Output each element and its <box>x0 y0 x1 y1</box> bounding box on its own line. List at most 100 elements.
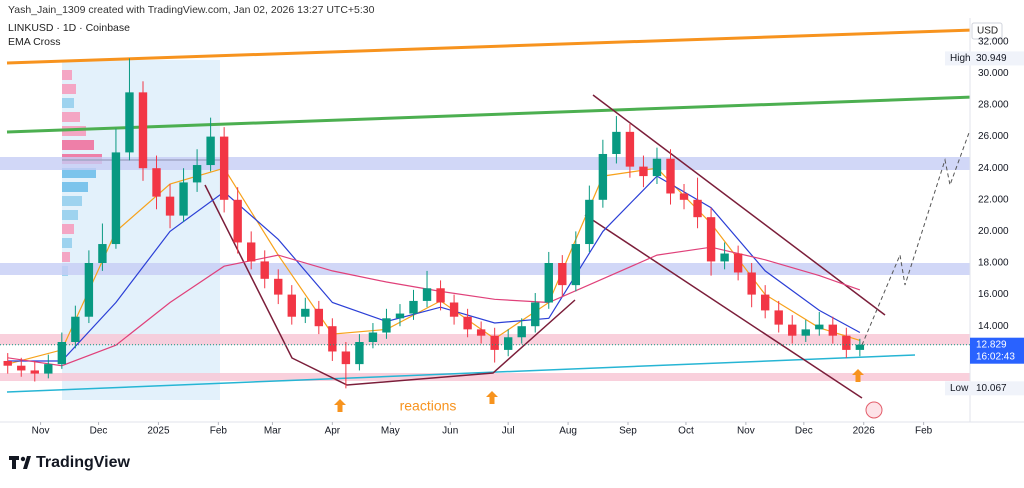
candle-body <box>679 193 689 200</box>
x-tick-label: Feb <box>915 426 933 437</box>
support-zone <box>0 334 970 345</box>
candle-body <box>801 329 810 336</box>
candle-body <box>842 335 851 350</box>
trend-line <box>6 95 970 134</box>
candle-body <box>219 136 229 200</box>
candle-body <box>612 131 621 154</box>
candle-body <box>625 131 635 167</box>
candle-body <box>517 326 526 338</box>
y-tick-label: 22.000 <box>978 194 1009 205</box>
price-marker-value: 30.949 <box>976 53 1007 64</box>
price-marker-value: 10.067 <box>976 383 1007 394</box>
profile-bar <box>62 98 74 108</box>
trend-line <box>6 354 916 393</box>
candle-body <box>558 263 567 286</box>
candle-body <box>179 182 188 216</box>
candle-body <box>274 278 283 295</box>
support-zone <box>0 373 970 381</box>
candle-body <box>44 364 53 374</box>
profile-bar <box>62 140 94 150</box>
candle-body <box>476 329 486 336</box>
x-tick-label: Feb <box>210 426 228 437</box>
candle-body <box>828 324 838 336</box>
author-line: Yash_Jain_1309 created with TradingView.… <box>8 4 375 16</box>
candle-body <box>639 166 648 177</box>
candle-body <box>490 335 499 350</box>
profile-bar <box>62 238 72 248</box>
arrow-icon <box>852 369 864 382</box>
candle-body <box>693 199 702 218</box>
chart-title: LINKUSD · 1D · Coinbase <box>8 22 130 34</box>
series-layer <box>3 58 865 389</box>
candle-body <box>706 217 716 262</box>
y-tick-label: 14.000 <box>978 321 1009 332</box>
candle-body <box>84 263 94 317</box>
event-icon <box>865 401 883 419</box>
profile-bar <box>62 196 82 206</box>
candle-body <box>436 288 445 303</box>
resistance-zone <box>0 263 970 275</box>
candle-body <box>247 242 256 262</box>
x-tick-label: Sep <box>619 426 637 437</box>
candle-body <box>382 318 391 333</box>
candle-body <box>747 272 756 295</box>
x-tick-label: Dec <box>795 426 813 437</box>
candle-body <box>287 294 296 317</box>
candle-body <box>98 244 107 263</box>
y-tick-label: 30.000 <box>978 68 1009 79</box>
candle-body <box>260 261 269 279</box>
candle-body <box>720 253 729 262</box>
last-price-box <box>970 337 1024 364</box>
x-tick-label: Oct <box>678 426 694 437</box>
candle-body <box>503 337 513 350</box>
candle-body <box>652 158 662 177</box>
candle-body <box>30 370 39 374</box>
x-tick-label: 2026 <box>853 426 876 437</box>
candle-body <box>111 152 121 245</box>
channel-line <box>584 214 863 399</box>
price-marker-box <box>945 51 1024 66</box>
candle-body <box>233 199 242 243</box>
arrow-icon <box>334 399 346 412</box>
brand: TradingView <box>36 454 131 471</box>
candle-body <box>368 332 378 342</box>
candle-body <box>125 92 134 153</box>
candle-body <box>301 308 310 317</box>
currency: USD <box>977 26 998 37</box>
candle-body <box>341 351 351 365</box>
last-price: 12.829 <box>976 339 1007 350</box>
candle-body <box>855 344 865 350</box>
x-tick-label: Mar <box>264 426 282 437</box>
profile-bar <box>62 182 88 192</box>
candle-body <box>17 365 26 371</box>
y-tick-label: 26.000 <box>978 131 1009 142</box>
x-tick-label: May <box>381 426 400 437</box>
candle-body <box>463 316 472 330</box>
candle-body <box>585 199 594 245</box>
candle-body <box>815 324 824 330</box>
candle-body <box>571 244 581 286</box>
y-tick-label: 24.000 <box>978 163 1009 174</box>
drawings <box>0 28 970 419</box>
x-tick-label: Dec <box>90 426 108 437</box>
profile-bar <box>62 168 96 178</box>
candle-body <box>422 288 432 301</box>
profile-bar <box>62 70 72 80</box>
x-tick-label: Jul <box>502 426 515 437</box>
chart-subtitle: EMA Cross <box>8 36 61 48</box>
candle-body <box>760 294 770 311</box>
resistance-zone <box>0 157 970 170</box>
candle-body <box>165 196 175 216</box>
candle-body <box>666 158 675 194</box>
profile-bar <box>62 84 76 94</box>
candle-body <box>544 263 553 303</box>
x-tick-label: Aug <box>559 426 577 437</box>
x-tick-label: Nov <box>737 426 755 437</box>
candle-body <box>774 310 783 325</box>
x-tick-label: 2025 <box>147 426 170 437</box>
candle-body <box>355 342 364 365</box>
arrow-icon <box>486 391 498 404</box>
pattern-line <box>204 184 576 386</box>
y-tick-label: 18.000 <box>978 258 1009 269</box>
